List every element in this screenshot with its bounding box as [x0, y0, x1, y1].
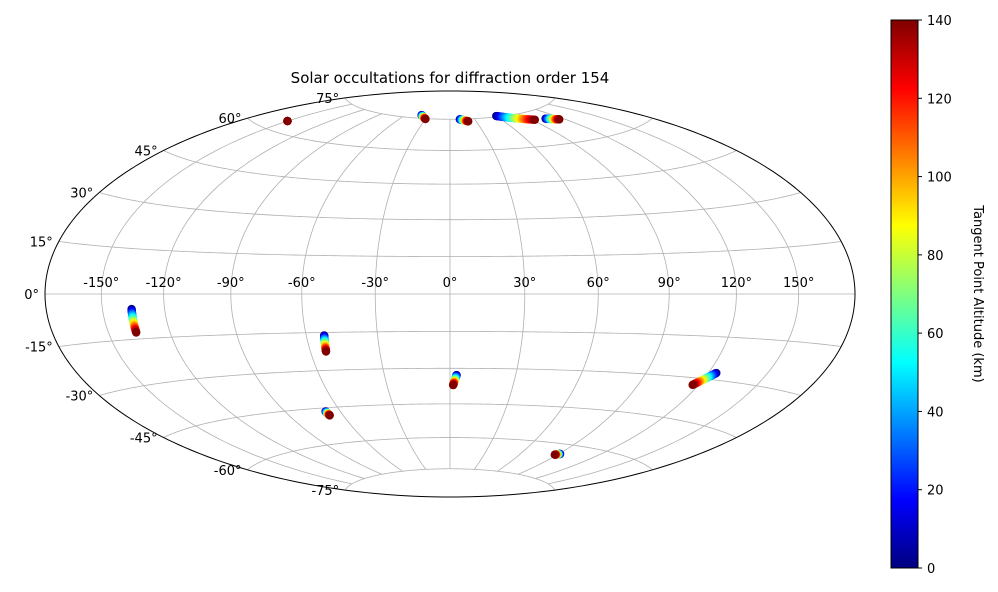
latitude-tick-label: -60° — [214, 464, 242, 479]
latitude-tick-label: 60° — [218, 112, 241, 127]
parallel-gridline — [58, 241, 842, 257]
colorbar-tick-label: 0 — [927, 562, 935, 577]
occultation-point — [325, 411, 334, 420]
map-outline — [44, 90, 856, 498]
parallel-gridline — [99, 192, 801, 221]
parallel-gridline — [344, 468, 556, 491]
longitude-tick-label: 30° — [513, 276, 536, 291]
colorbar-tick-label: 140 — [927, 14, 952, 29]
longitude-tick-label: 90° — [658, 276, 681, 291]
occultation-point — [555, 115, 564, 124]
latitude-tick-label: -30° — [66, 390, 94, 405]
parallel-gridline — [163, 150, 737, 185]
occultation-point — [448, 380, 458, 390]
latitude-tick-label: 45° — [135, 145, 158, 160]
longitude-tick-label: 120° — [721, 276, 752, 291]
parallel-gridline — [58, 331, 842, 347]
longitude-tick-label: 0° — [443, 276, 458, 291]
occultation-point — [464, 117, 473, 126]
occultation-point — [550, 450, 560, 459]
latitude-tick-label: -15° — [25, 341, 53, 356]
longitude-tick-label: 150° — [783, 276, 814, 291]
occultation-points — [127, 110, 721, 459]
occultation-point — [688, 380, 697, 390]
longitude-tick-labels: -150° -120° -90° -60° -30° 0° 30° 60° 90° 120° 150… — [83, 276, 814, 291]
parallel-gridline — [247, 437, 653, 471]
colorbar-tick-label: 20 — [927, 484, 944, 499]
colorbar: 0 20 40 60 80 100 120 140 Tangent Point Altitud… — [890, 14, 985, 577]
latitude-tick-label: -75° — [311, 484, 339, 499]
longitude-tick-label: 60° — [587, 276, 610, 291]
colorbar-label: Tangent Point Altitude (km) — [970, 204, 985, 382]
chart-title: Solar occultations for diffraction order… — [291, 69, 610, 87]
colorbar-gradient — [890, 19, 919, 569]
longitude-tick-label: -120° — [146, 276, 182, 291]
parallel-gridline — [163, 403, 737, 438]
longitude-tick-label: -150° — [83, 276, 119, 291]
colorbar-ticks: 0 20 40 60 80 100 120 140 — [918, 14, 952, 577]
graticule-grid — [45, 97, 855, 491]
latitude-tick-labels: -75° -60° -45° -30° -15° 0° 15° 30° 45° 60° 75° — [24, 92, 339, 499]
latitude-tick-label: 0° — [24, 288, 39, 303]
colorbar-tick-label: 100 — [927, 171, 952, 186]
occultation-point — [421, 114, 430, 124]
occultation-point — [132, 328, 141, 337]
colorbar-tick-label: 40 — [927, 405, 944, 420]
longitude-tick-label: -60° — [288, 276, 316, 291]
colorbar-tick-label: 60 — [927, 327, 944, 342]
latitude-tick-label: -45° — [130, 432, 158, 447]
longitude-tick-label: -30° — [361, 276, 389, 291]
latitude-tick-label: 75° — [316, 92, 339, 107]
latitude-tick-label: 30° — [70, 187, 93, 202]
parallel-gridline — [344, 97, 556, 120]
colorbar-tick-label: 120 — [927, 92, 952, 107]
parallel-gridline — [247, 117, 653, 151]
occultation-point — [283, 116, 292, 126]
occultation-point — [321, 347, 331, 356]
latitude-tick-label: 15° — [30, 236, 53, 251]
occultation-point — [530, 115, 540, 124]
longitude-tick-label: -90° — [217, 276, 245, 291]
colorbar-tick-label: 80 — [927, 249, 944, 264]
